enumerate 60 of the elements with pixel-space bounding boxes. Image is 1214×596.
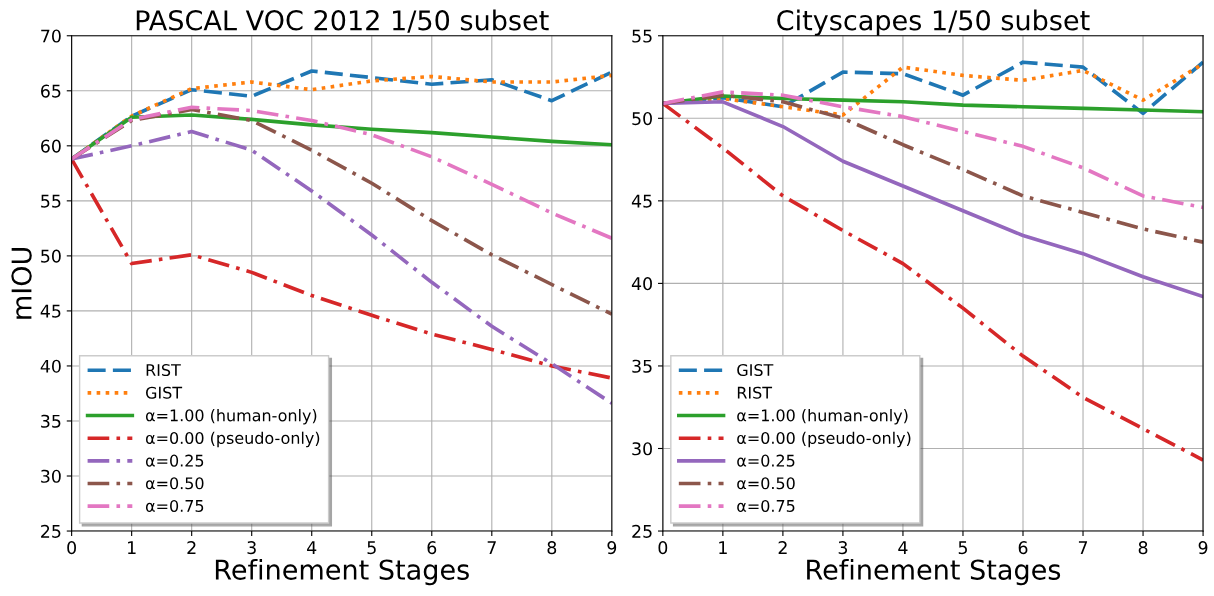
x-tick-label: 3 bbox=[247, 541, 256, 555]
y-tick-label: 35 bbox=[632, 359, 652, 373]
y-tick-label: 55 bbox=[632, 29, 652, 43]
x-tick-label: 1 bbox=[719, 541, 727, 554]
legend-label: GIST bbox=[737, 364, 774, 377]
legend-label: α=1.00 (human-only) bbox=[145, 409, 317, 425]
legend-label: GIST bbox=[145, 386, 183, 399]
y-tick-label: 30 bbox=[41, 469, 61, 483]
legend-label: α=0.50 bbox=[145, 477, 204, 490]
x-tick-label: 5 bbox=[367, 541, 376, 555]
y-tick-label: 25 bbox=[632, 524, 652, 538]
x-tick-label: 9 bbox=[1198, 541, 1208, 555]
legend-label: RIST bbox=[737, 386, 773, 399]
legend-label: α=0.00 (pseudo-only) bbox=[737, 431, 911, 448]
x-tick-label: 0 bbox=[67, 541, 76, 555]
chart-title: PASCAL VOC 2012 1/50 subset bbox=[136, 9, 549, 33]
x-axis-title: Refinement Stages bbox=[215, 558, 469, 586]
y-tick-label: 60 bbox=[41, 139, 61, 153]
legend-label: α=0.75 bbox=[145, 499, 204, 512]
x-tick-label: 0 bbox=[658, 541, 668, 555]
x-tick-label: 4 bbox=[898, 541, 908, 554]
legend-label: α=0.50 bbox=[737, 477, 795, 490]
legend-label: α=1.00 (human-only) bbox=[737, 409, 908, 425]
y-tick-label: 45 bbox=[40, 304, 61, 318]
x-tick-label: 6 bbox=[1018, 541, 1028, 555]
x-tick-label: 7 bbox=[487, 541, 496, 554]
line-series bbox=[71, 129, 612, 406]
y-tick-label: 40 bbox=[40, 359, 61, 373]
y-tick-label: 35 bbox=[41, 414, 61, 428]
legend-label: α=0.75 bbox=[737, 499, 795, 512]
y-tick-label: 65 bbox=[41, 84, 61, 98]
x-tick-label: 6 bbox=[427, 541, 437, 555]
line-series bbox=[662, 90, 1204, 210]
x-tick-label: 2 bbox=[187, 541, 196, 554]
x-tick-label: 4 bbox=[307, 541, 317, 554]
x-tick-label: 2 bbox=[778, 541, 787, 554]
y-tick-label: 55 bbox=[41, 194, 61, 208]
x-tick-label: 7 bbox=[1078, 541, 1088, 554]
x-axis-title: Refinement Stages bbox=[807, 558, 1061, 586]
x-tick-label: 9 bbox=[607, 541, 617, 555]
x-tick-label: 5 bbox=[958, 541, 967, 555]
line-series bbox=[71, 157, 612, 380]
y-tick-label: 25 bbox=[41, 524, 61, 538]
x-tick-label: 3 bbox=[838, 541, 848, 555]
legend-label: α=0.25 bbox=[145, 454, 204, 467]
legend-label: α=0.00 (pseudo-only) bbox=[145, 431, 320, 448]
legend-label: α=0.25 bbox=[737, 454, 795, 467]
line-series bbox=[71, 105, 612, 241]
y-tick-label: 50 bbox=[41, 249, 61, 263]
y-tick-label: 45 bbox=[631, 194, 652, 208]
y-tick-label: 50 bbox=[632, 112, 652, 126]
x-tick-label: 1 bbox=[128, 541, 136, 554]
y-axis-title: mIOU bbox=[11, 248, 32, 319]
y-tick-label: 70 bbox=[41, 29, 61, 43]
y-tick-label: 30 bbox=[632, 442, 652, 456]
legend-label: RIST bbox=[146, 364, 181, 377]
x-tick-label: 8 bbox=[1138, 541, 1148, 555]
y-tick-label: 40 bbox=[631, 277, 652, 291]
x-tick-label: 8 bbox=[547, 541, 557, 555]
chart-title: Cityscapes 1/50 subset bbox=[777, 9, 1090, 36]
